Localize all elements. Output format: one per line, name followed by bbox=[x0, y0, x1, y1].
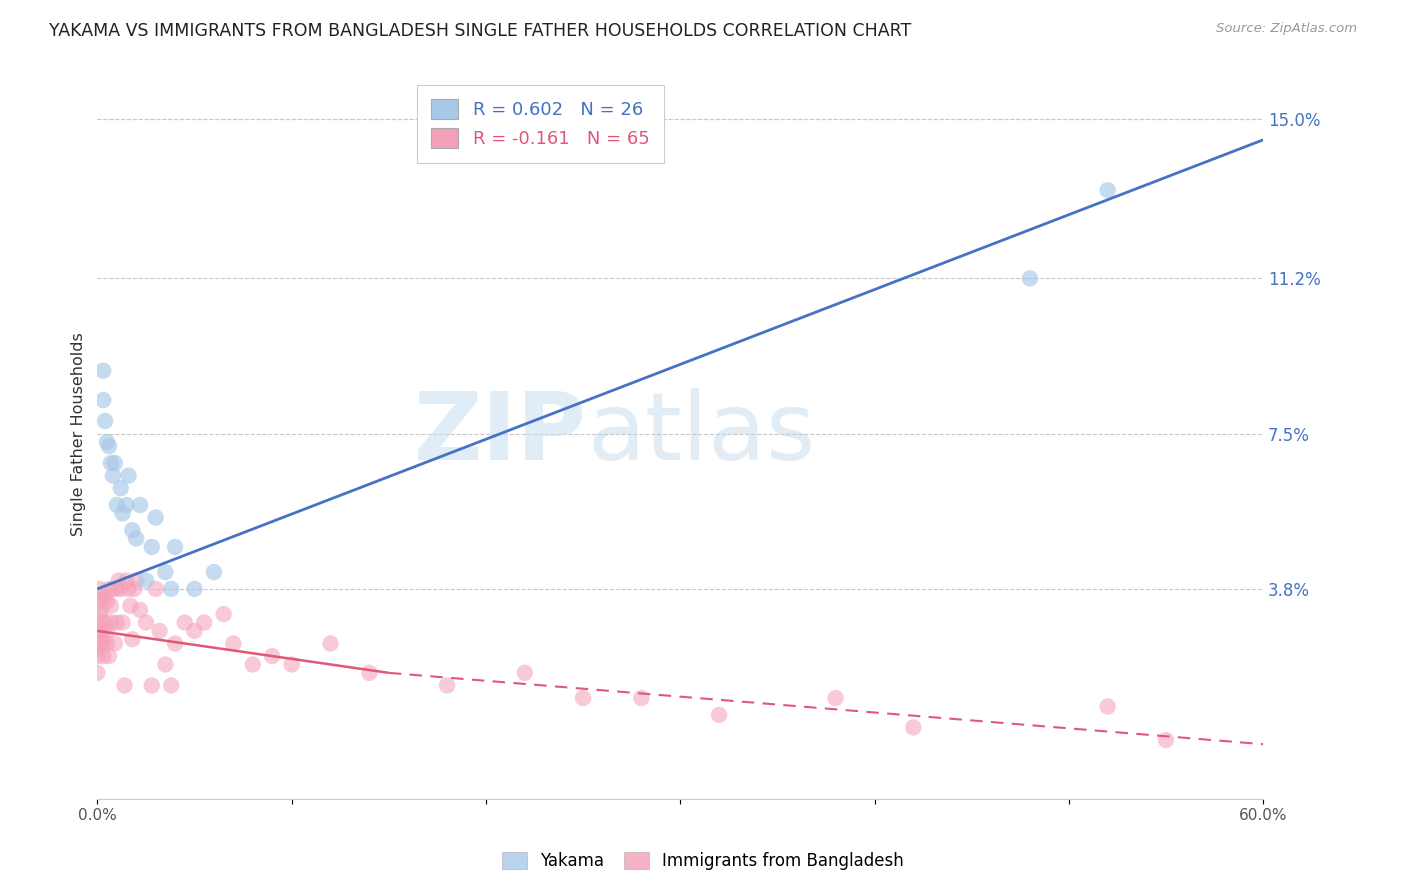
Point bbox=[359, 665, 381, 680]
Point bbox=[319, 636, 342, 650]
Point bbox=[155, 565, 177, 579]
Point bbox=[101, 468, 124, 483]
Point bbox=[1154, 733, 1177, 747]
Point bbox=[91, 624, 114, 638]
Point bbox=[1097, 699, 1119, 714]
Point bbox=[125, 532, 148, 546]
Point bbox=[135, 574, 157, 588]
Point bbox=[91, 636, 114, 650]
Point bbox=[262, 649, 284, 664]
Point bbox=[91, 649, 114, 664]
Point bbox=[903, 720, 925, 734]
Point bbox=[145, 510, 167, 524]
Point bbox=[89, 636, 111, 650]
Point bbox=[91, 393, 114, 408]
Point bbox=[104, 636, 127, 650]
Point bbox=[148, 624, 170, 638]
Point bbox=[183, 624, 205, 638]
Point bbox=[145, 582, 167, 596]
Point bbox=[98, 649, 121, 664]
Point bbox=[96, 435, 118, 450]
Legend: Yakama, Immigrants from Bangladesh: Yakama, Immigrants from Bangladesh bbox=[495, 845, 911, 877]
Point bbox=[160, 582, 183, 596]
Text: Source: ZipAtlas.com: Source: ZipAtlas.com bbox=[1216, 22, 1357, 36]
Point bbox=[280, 657, 302, 672]
Point bbox=[242, 657, 264, 672]
Point bbox=[94, 591, 117, 605]
Point bbox=[105, 582, 128, 596]
Point bbox=[105, 498, 128, 512]
Legend: R = 0.602   N = 26, R = -0.161   N = 65: R = 0.602 N = 26, R = -0.161 N = 65 bbox=[416, 85, 664, 162]
Point bbox=[94, 414, 117, 428]
Y-axis label: Single Father Households: Single Father Households bbox=[72, 332, 86, 535]
Point bbox=[86, 665, 108, 680]
Point bbox=[110, 481, 132, 495]
Point bbox=[89, 624, 111, 638]
Point bbox=[111, 615, 134, 630]
Point bbox=[222, 636, 245, 650]
Point bbox=[90, 615, 112, 630]
Point bbox=[96, 636, 118, 650]
Point bbox=[202, 565, 225, 579]
Point bbox=[105, 615, 128, 630]
Point bbox=[436, 678, 458, 692]
Point bbox=[707, 707, 730, 722]
Point bbox=[90, 632, 112, 647]
Point bbox=[129, 498, 152, 512]
Point bbox=[165, 636, 187, 650]
Point bbox=[121, 632, 143, 647]
Point bbox=[572, 691, 595, 706]
Point bbox=[513, 665, 536, 680]
Point bbox=[91, 364, 114, 378]
Point bbox=[114, 678, 136, 692]
Point bbox=[141, 540, 163, 554]
Point bbox=[86, 649, 108, 664]
Point bbox=[141, 678, 163, 692]
Point bbox=[1019, 271, 1042, 285]
Point bbox=[121, 523, 143, 537]
Text: ZIP: ZIP bbox=[415, 388, 586, 480]
Point bbox=[100, 615, 122, 630]
Point bbox=[122, 582, 145, 596]
Point bbox=[89, 594, 111, 608]
Point bbox=[183, 582, 205, 596]
Point bbox=[98, 582, 121, 596]
Point bbox=[104, 456, 127, 470]
Text: YAKAMA VS IMMIGRANTS FROM BANGLADESH SINGLE FATHER HOUSEHOLDS CORRELATION CHART: YAKAMA VS IMMIGRANTS FROM BANGLADESH SIN… bbox=[49, 22, 911, 40]
Point bbox=[90, 603, 112, 617]
Point bbox=[115, 498, 138, 512]
Point bbox=[173, 615, 195, 630]
Point bbox=[117, 468, 139, 483]
Point bbox=[101, 582, 124, 596]
Point bbox=[155, 657, 177, 672]
Point bbox=[120, 599, 142, 613]
Point bbox=[111, 507, 134, 521]
Point bbox=[100, 456, 122, 470]
Point bbox=[135, 615, 157, 630]
Point bbox=[129, 603, 152, 617]
Point bbox=[89, 607, 111, 621]
Point bbox=[193, 615, 215, 630]
Point bbox=[117, 582, 139, 596]
Point bbox=[107, 574, 129, 588]
Point bbox=[94, 615, 117, 630]
Point bbox=[212, 607, 235, 621]
Point bbox=[100, 599, 122, 613]
Point bbox=[96, 624, 118, 638]
Point bbox=[96, 594, 118, 608]
Point bbox=[160, 678, 183, 692]
Point bbox=[125, 574, 148, 588]
Point bbox=[165, 540, 187, 554]
Point bbox=[630, 691, 652, 706]
Point bbox=[110, 582, 132, 596]
Point bbox=[98, 439, 121, 453]
Text: atlas: atlas bbox=[586, 388, 815, 480]
Point bbox=[1097, 183, 1119, 197]
Point bbox=[824, 691, 846, 706]
Point bbox=[86, 640, 108, 655]
Point bbox=[115, 574, 138, 588]
Point bbox=[90, 591, 112, 605]
Point bbox=[89, 582, 111, 596]
